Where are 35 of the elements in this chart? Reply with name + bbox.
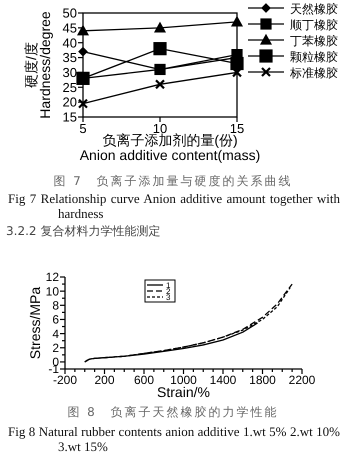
y-tick-label: 50 xyxy=(62,6,77,21)
y-tick-label: 6 xyxy=(52,312,60,327)
y-tick-label: 2 xyxy=(52,340,60,355)
y-tick-label: 8 xyxy=(52,298,60,313)
y-tick-label: 30 xyxy=(62,64,77,80)
x-tick-label: 600 xyxy=(134,373,154,387)
x-tick-label: 1400 xyxy=(210,373,237,387)
legend-label: 标准橡胶 xyxy=(289,66,338,80)
y-tick-label: 4 xyxy=(52,326,60,341)
x-axis-title: Strain/% xyxy=(157,384,210,400)
y-tick-label: 20 xyxy=(62,94,77,110)
x-tick-label: 2200 xyxy=(288,373,316,387)
y-axis-title: 硬度/度 Hardness/degree xyxy=(23,11,53,119)
legend-label: 天然橡胶 xyxy=(290,2,338,16)
legend-label: 3 xyxy=(166,293,171,302)
x-tick-label: 1800 xyxy=(249,373,276,387)
x-tick-label: 1000 xyxy=(170,373,198,387)
y-tick-label: 40 xyxy=(62,35,77,50)
y-tick-label: 10 xyxy=(46,284,60,298)
y-tick-label: 25 xyxy=(62,80,77,95)
x-tick-label: 200 xyxy=(94,373,115,387)
legend-label: 顺丁橡胶 xyxy=(290,18,338,32)
legend-label: 颗粒橡胶 xyxy=(290,50,338,64)
caption: Fig 8 Natural rubber contents anion additive 1.wt 5% 2.wt 10% 3.wt 15% xyxy=(8,424,340,454)
text: 3.2.2 复合材料力学性能测定 xyxy=(6,224,160,239)
y-tick-label: 15 xyxy=(62,110,77,125)
legend-label: 丁苯橡胶 xyxy=(290,34,338,48)
caption: 图 8 负离子天然橡胶的力学性能 xyxy=(66,404,280,421)
caption: Fig 7 Relationship curve Anion additive amount together with hardness xyxy=(8,191,340,221)
x-tick-label: -200 xyxy=(52,373,78,387)
y-tick-label: 35 xyxy=(62,50,77,66)
caption: 图 7 负离子添加量与硬度的关系曲线 xyxy=(52,173,294,190)
y-tick-label: 12 xyxy=(46,270,60,284)
y-tick-label: 45 xyxy=(62,20,77,36)
y-axis-title: Stress/MPa xyxy=(27,286,43,360)
